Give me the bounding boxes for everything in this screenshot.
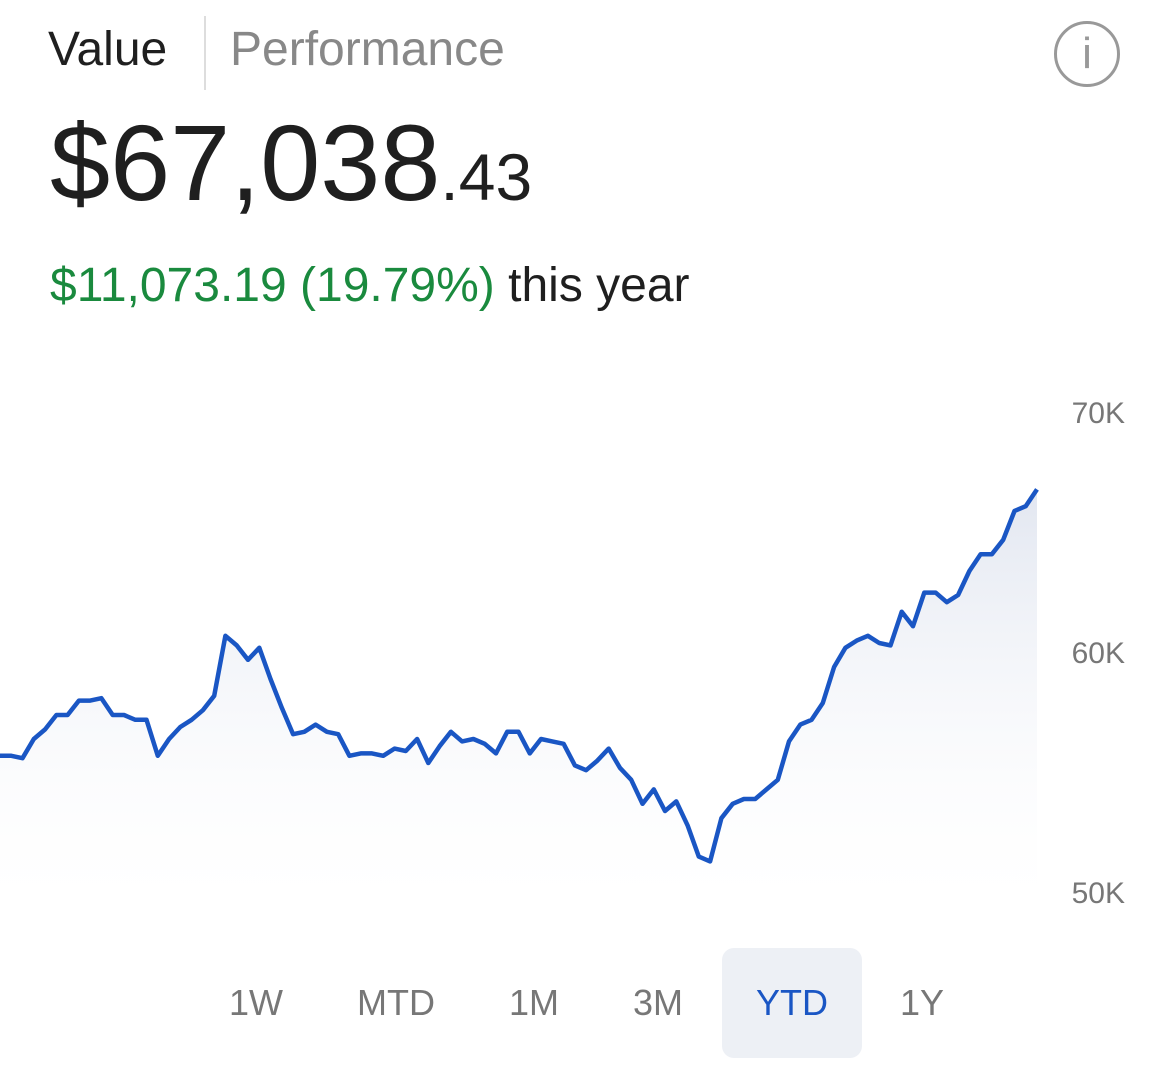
- range-button[interactable]: 3M: [632, 982, 683, 1023]
- line: [0, 488, 1039, 864]
- y-tick-label: 50K: [1072, 877, 1125, 910]
- range-button[interactable]: 1W: [229, 982, 283, 1023]
- range-button[interactable]: 1Y: [899, 982, 945, 1023]
- y-tick-label: 70K: [1072, 397, 1125, 430]
- y-tick-label: 60K: [1072, 637, 1125, 670]
- chart: 50K 60K 70K: [0, 397, 1125, 910]
- separator: [204, 16, 206, 90]
- balance-whole: $67,038: [50, 102, 441, 223]
- range-button[interactable]: YTD: [722, 948, 862, 1058]
- balance: $67,038.43: [50, 100, 532, 225]
- change: $11,073.19 (19.79%) this year: [50, 258, 690, 313]
- range-button[interactable]: 1M: [508, 982, 559, 1023]
- area: [0, 489, 1037, 900]
- range-button[interactable]: MTD: [357, 982, 435, 1023]
- tab[interactable]: Value: [48, 23, 168, 76]
- tab[interactable]: Performance: [230, 23, 505, 76]
- change-period: this year: [508, 259, 690, 312]
- balance-cents: .43: [440, 140, 533, 214]
- change-amount: $11,073.19 (19.79%): [50, 259, 495, 312]
- info-button[interactable]: i: [1054, 21, 1120, 87]
